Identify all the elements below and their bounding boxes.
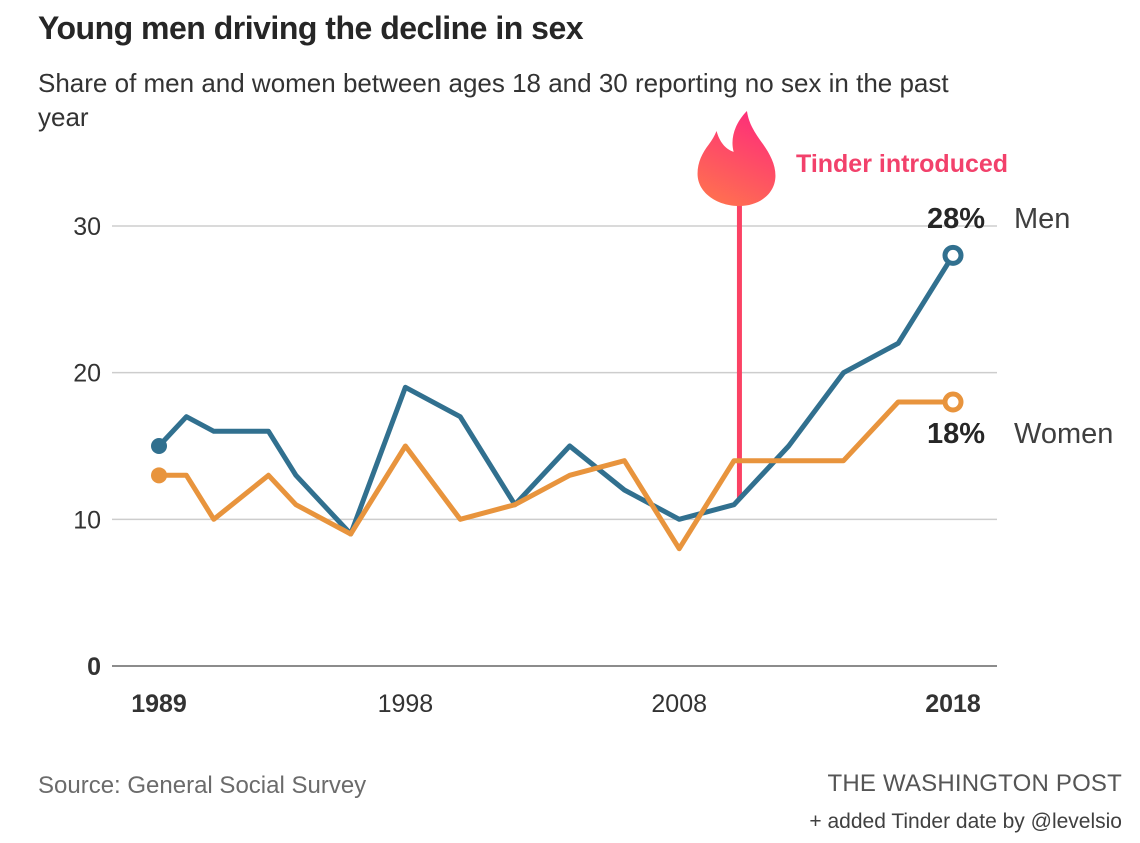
men-line — [156, 252, 956, 537]
plot-area: 0 10 20 30 1989 1998 2008 2018 — [73, 203, 997, 718]
men-start-dot — [151, 438, 167, 454]
men-end-marker — [942, 244, 964, 266]
tinder-marker-line — [736, 203, 742, 498]
women-end-marker — [942, 391, 964, 413]
women-start-dot — [151, 467, 167, 484]
women-series-label: Women — [1014, 418, 1114, 450]
y-axis-tick-label: 0 — [87, 653, 101, 681]
women-end-value-label: 18% — [926, 418, 985, 450]
page-title: Young men driving the decline in sex — [38, 10, 584, 46]
edit-attribution-note: + added Tinder date by @levelsio — [809, 810, 1122, 833]
x-axis-tick-label: 2008 — [651, 690, 707, 718]
chart-subtitle: Share of men and women between ages 18 a… — [38, 68, 949, 132]
source-note: Source: General Social Survey — [38, 772, 367, 799]
men-end-value-label: 28% — [926, 203, 985, 235]
x-axis-tick-label: 1989 — [131, 690, 187, 718]
x-axis-tick-label: 2018 — [925, 690, 981, 718]
women-line — [156, 399, 956, 552]
y-axis-tick-label: 30 — [73, 213, 101, 241]
tinder-annotation-label: Tinder introduced — [796, 150, 1009, 178]
tinder-flame-icon — [697, 111, 776, 206]
publisher-wordmark: THE WASHINGTON POST — [827, 770, 1122, 797]
x-axis-tick-label: 1998 — [378, 690, 434, 718]
y-axis-tick-label: 10 — [73, 506, 101, 534]
y-axis-tick-label: 20 — [73, 360, 101, 388]
men-series-label: Men — [1014, 203, 1071, 235]
